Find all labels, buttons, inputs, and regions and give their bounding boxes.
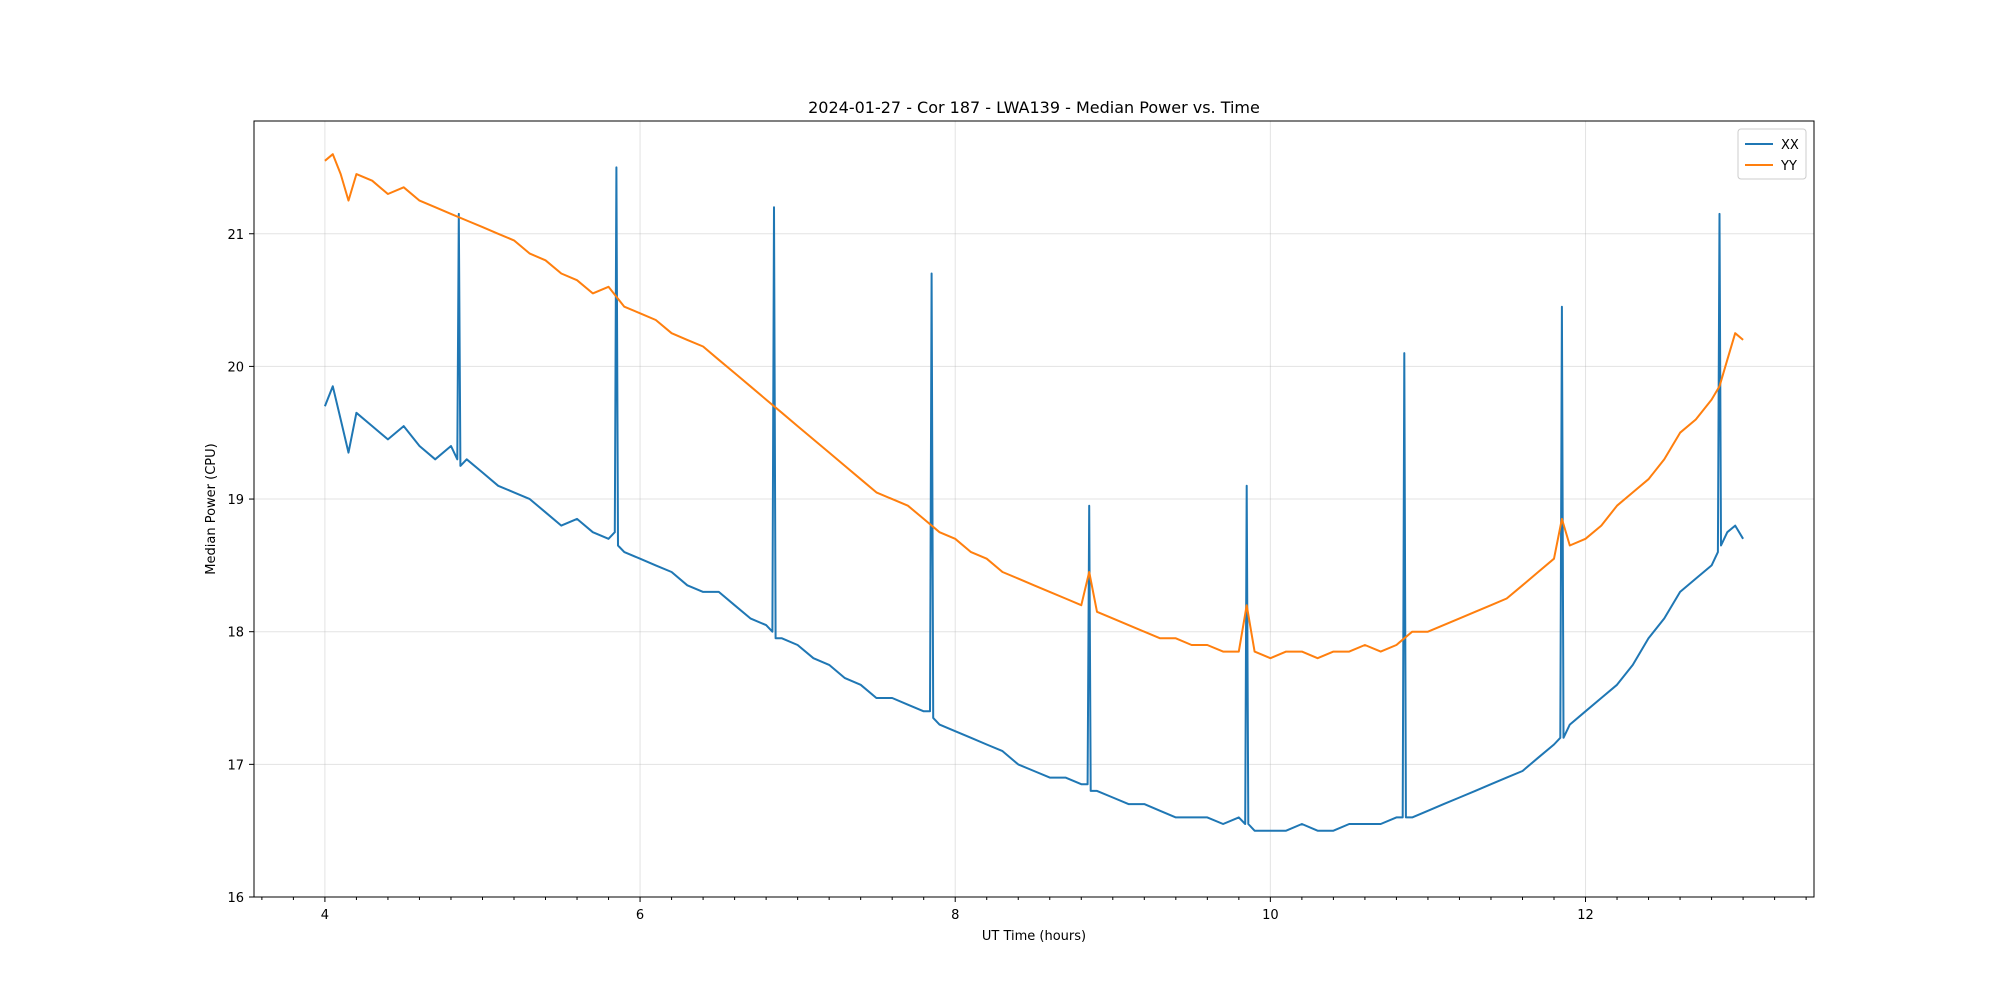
chart-title: 2024-01-27 - Cor 187 - LWA139 - Median P… xyxy=(808,98,1260,117)
series-line-xx xyxy=(323,166,1744,832)
legend-label-yy: YY xyxy=(1780,159,1797,174)
axis-ticks: 4 6 8 10 12 16 17 18 19 20 21 xyxy=(227,228,1807,923)
y-tick-label: 18 xyxy=(227,626,244,641)
series-lines xyxy=(323,153,1744,832)
series-line-yy xyxy=(324,153,1744,660)
y-tick-label: 17 xyxy=(227,758,244,773)
legend: XX YY xyxy=(1737,128,1807,180)
x-tick-label: 8 xyxy=(951,908,959,923)
y-tick-label: 20 xyxy=(227,360,244,375)
x-tick-label: 4 xyxy=(321,908,329,923)
y-tick-label: 19 xyxy=(227,493,244,508)
legend-box xyxy=(1737,128,1807,180)
x-tick-label: 6 xyxy=(636,908,644,923)
plot-area-frame xyxy=(253,120,1815,898)
x-tick-label: 12 xyxy=(1577,908,1594,923)
x-tick-label: 10 xyxy=(1262,908,1279,923)
legend-label-xx: XX xyxy=(1781,138,1799,153)
y-tick-label: 16 xyxy=(227,891,244,906)
y-tick-label: 21 xyxy=(227,228,244,243)
x-axis-label: UT Time (hours) xyxy=(982,929,1086,944)
y-axis-label: Median Power (CPU) xyxy=(204,443,219,574)
